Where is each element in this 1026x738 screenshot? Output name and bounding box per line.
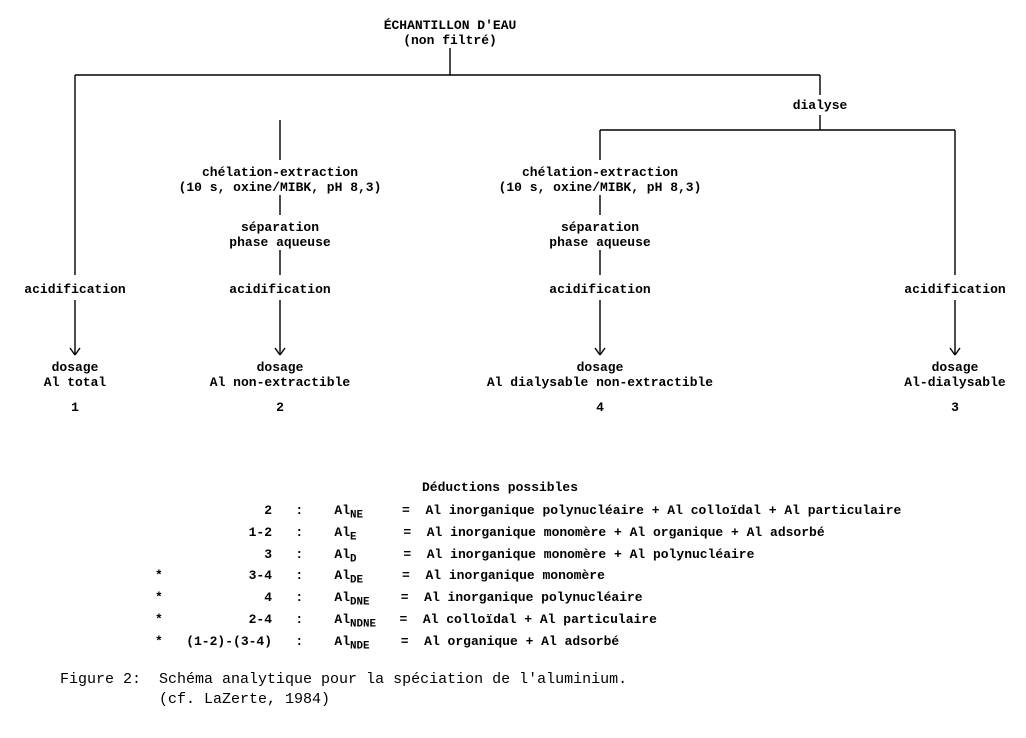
b3-num: 3 [951, 400, 959, 416]
arrow-c2 [275, 300, 285, 355]
b2-step1-l1: chélation-extraction [202, 165, 358, 181]
b1-acid: acidification [24, 282, 125, 298]
b2-acid: acidification [229, 282, 330, 298]
figure-caption: Figure 2: Schéma analytique pour la spéc… [60, 670, 627, 711]
deductions-heading: Déductions possibles [422, 480, 578, 496]
b2-step2-l2: phase aqueuse [229, 235, 330, 251]
b2-dosage-l1: dosage [257, 360, 304, 376]
title-line1: ÉCHANTILLON D'EAU [384, 18, 517, 34]
b4-step1-l1: chélation-extraction [522, 165, 678, 181]
title-line2: (non filtré) [403, 33, 497, 49]
b4-acid: acidification [549, 282, 650, 298]
b3-acid: acidification [904, 282, 1005, 298]
b1-num: 1 [71, 400, 79, 416]
arrow-c1 [70, 300, 80, 355]
b4-step2-l1: séparation [561, 220, 639, 236]
b4-num: 4 [596, 400, 604, 416]
deductions-table: 2 : AlNE = Al inorganique polynucléaire … [155, 502, 901, 654]
b1-dosage-l2: Al total [44, 375, 106, 391]
arrow-c3 [950, 300, 960, 355]
b2-num: 2 [276, 400, 284, 416]
caption-l2: (cf. LaZerte, 1984) [159, 691, 330, 708]
b3-dosage-l2: Al-dialysable [904, 375, 1005, 391]
arrow-c4 [595, 300, 605, 355]
b2-step1-l2: (10 s, oxine/MIBK, pH 8,3) [179, 180, 382, 196]
dialyse-label: dialyse [793, 98, 848, 114]
b3-dosage-l1: dosage [932, 360, 979, 376]
b2-step2-l1: séparation [241, 220, 319, 236]
b4-dosage-l2: Al dialysable non-extractible [487, 375, 713, 391]
b4-step2-l2: phase aqueuse [549, 235, 650, 251]
b4-dosage-l1: dosage [577, 360, 624, 376]
caption-label: Figure 2: [60, 671, 141, 688]
b4-step1-l2: (10 s, oxine/MIBK, pH 8,3) [499, 180, 702, 196]
b1-dosage-l1: dosage [52, 360, 99, 376]
caption-l1: Schéma analytique pour la spéciation de … [159, 671, 627, 688]
b2-dosage-l2: Al non-extractible [210, 375, 350, 391]
